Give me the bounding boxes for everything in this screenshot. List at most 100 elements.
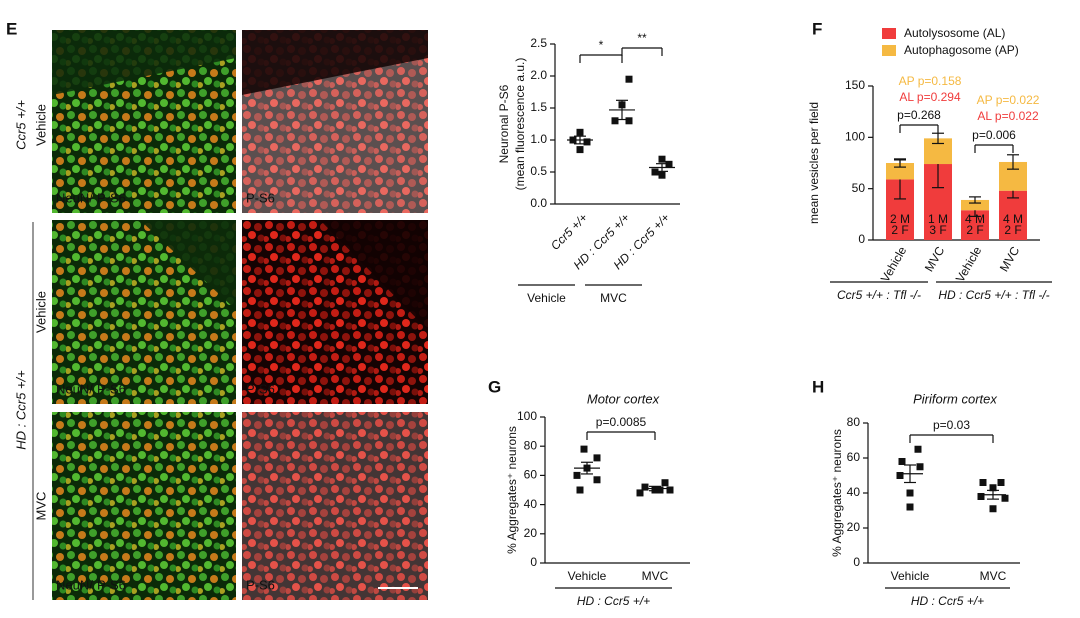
annotation: AP p=0.022 bbox=[977, 93, 1040, 107]
significance-label: p=0.0085 bbox=[596, 415, 647, 429]
y-axis-label: Neuronal P-S6 bbox=[497, 84, 511, 163]
x-tick-label: Vehicle bbox=[878, 244, 910, 285]
data-point bbox=[593, 454, 601, 462]
y-tick-label: 0 bbox=[530, 555, 537, 569]
annotation: AL p=0.022 bbox=[977, 109, 1039, 123]
data-point bbox=[914, 445, 922, 453]
bar-label: 3 F bbox=[929, 223, 946, 237]
panel-label: F bbox=[812, 19, 822, 38]
bar-segment bbox=[999, 190, 1027, 240]
bar-label: 4 M bbox=[965, 212, 985, 226]
y-axis-label: (mean fluorescence a.u.) bbox=[513, 58, 527, 191]
data-point bbox=[611, 117, 619, 125]
panel-label: E bbox=[6, 19, 17, 38]
y-tick-label: 0 bbox=[858, 232, 865, 246]
group-label: MVC bbox=[600, 291, 627, 305]
y-tick-label: 20 bbox=[524, 526, 538, 540]
y-tick-label: 80 bbox=[847, 415, 861, 429]
y-tick-label: 50 bbox=[852, 181, 866, 195]
group-label: HD : Ccr5 +/+ : Tfl -/- bbox=[938, 288, 1049, 302]
genotype-label: HD : Ccr5 +/+ bbox=[13, 370, 28, 450]
channel-label: P-S6 bbox=[97, 190, 126, 205]
channel-label: NeuN/ bbox=[56, 381, 93, 396]
tissue-edge bbox=[140, 220, 236, 310]
row-label: Vehicle bbox=[33, 104, 48, 146]
panel-label: H bbox=[812, 377, 824, 396]
data-point bbox=[656, 486, 664, 494]
y-tick-label: 40 bbox=[847, 485, 861, 499]
bar-label: 4 M bbox=[1003, 212, 1023, 226]
data-point bbox=[593, 476, 601, 484]
data-point bbox=[658, 171, 666, 179]
bar-label: 2 M bbox=[890, 212, 910, 226]
x-tick-label: MVC bbox=[980, 569, 1007, 583]
row-label: MVC bbox=[33, 492, 48, 521]
data-point bbox=[625, 117, 633, 125]
chart-title: Piriform cortex bbox=[913, 391, 997, 406]
data-point bbox=[641, 483, 649, 491]
data-point bbox=[658, 155, 666, 163]
data-point bbox=[625, 75, 633, 83]
y-tick-label: 2.5 bbox=[530, 36, 547, 50]
y-tick-label: 60 bbox=[847, 450, 861, 464]
data-point bbox=[665, 160, 673, 168]
y-tick-label: 0 bbox=[853, 555, 860, 569]
data-point bbox=[979, 479, 987, 486]
x-tick-label: MVC bbox=[997, 244, 1023, 274]
data-point bbox=[583, 138, 591, 146]
channel-label: P-S6 bbox=[246, 577, 275, 592]
y-tick-label: 20 bbox=[847, 520, 861, 534]
y-tick-label: 2.0 bbox=[530, 68, 547, 82]
image-ps6 bbox=[242, 412, 428, 600]
data-point bbox=[906, 503, 914, 511]
channel-label: NeuN/ bbox=[56, 577, 93, 592]
y-axis-label: % Aggregates⁺ neurons bbox=[505, 426, 519, 554]
x-tick-label: Vehicle bbox=[891, 569, 930, 583]
data-point bbox=[576, 146, 584, 154]
y-axis-label: mean vesicles per field bbox=[807, 102, 821, 224]
x-tick-label: Ccr5 +/+ bbox=[548, 210, 590, 252]
bar-label: 1 M bbox=[928, 212, 948, 226]
micrographs bbox=[32, 30, 428, 600]
group-label: Vehicle bbox=[527, 291, 566, 305]
image-merge bbox=[52, 412, 236, 600]
data-point bbox=[896, 472, 904, 479]
data-point bbox=[576, 486, 584, 494]
y-tick-label: 0.5 bbox=[530, 164, 547, 178]
tissue-edge bbox=[52, 30, 236, 95]
y-tick-label: 0.0 bbox=[530, 196, 547, 210]
group-label: Ccr5 +/+ : Tfl -/- bbox=[837, 288, 921, 302]
y-tick-label: 100 bbox=[845, 130, 865, 144]
significance-label: * bbox=[599, 38, 604, 52]
bar-label: 2 F bbox=[891, 223, 908, 237]
legend-swatch bbox=[882, 45, 896, 56]
y-tick-label: 150 bbox=[845, 78, 865, 92]
y-axis-label: % Aggregates⁺ neurons bbox=[830, 429, 844, 557]
significance-label: p=0.006 bbox=[972, 128, 1016, 142]
x-tick-label: MVC bbox=[922, 244, 948, 274]
tissue-edge bbox=[320, 220, 428, 330]
tissue-edge bbox=[242, 30, 428, 95]
x-tick-label: Vehicle bbox=[953, 244, 985, 285]
data-point bbox=[997, 479, 1005, 486]
panel-label: G bbox=[488, 377, 501, 396]
significance-label: p=0.03 bbox=[933, 418, 970, 432]
row-label: Vehicle bbox=[33, 291, 48, 333]
data-point bbox=[898, 458, 906, 465]
x-tick-label: Vehicle bbox=[568, 569, 607, 583]
data-point bbox=[916, 463, 924, 471]
channel-label: P-S6 bbox=[246, 381, 275, 396]
data-point bbox=[906, 489, 914, 497]
legend-swatch bbox=[882, 28, 896, 39]
legend-label: Autolysosome (AL) bbox=[904, 26, 1005, 40]
channel-label: P-S6 bbox=[97, 577, 126, 592]
legend-label: Autophagosome (AP) bbox=[904, 43, 1019, 57]
channel-label: P-S6 bbox=[246, 190, 275, 205]
data-point bbox=[573, 471, 581, 479]
y-tick-label: 40 bbox=[524, 497, 538, 511]
bar-segment bbox=[961, 199, 989, 211]
data-point bbox=[651, 168, 659, 176]
annotation: AP p=0.158 bbox=[899, 74, 962, 88]
data-point bbox=[666, 486, 674, 494]
